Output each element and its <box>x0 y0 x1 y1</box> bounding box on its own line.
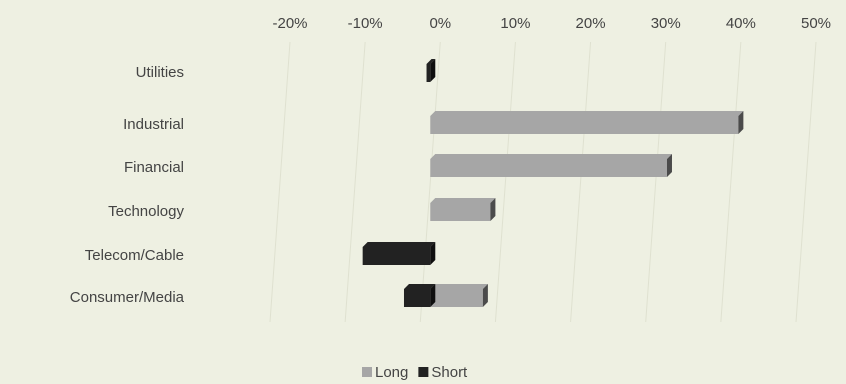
grid-line <box>645 41 667 323</box>
x-tick-label: 40% <box>726 15 756 32</box>
bar-face <box>430 59 436 82</box>
bar-face <box>430 203 491 221</box>
x-tick-label: 20% <box>576 15 606 32</box>
grid-line <box>419 41 441 323</box>
bar-face <box>430 159 667 177</box>
grid-line <box>795 41 817 323</box>
y-tick-label: Telecom/Cable <box>85 247 184 264</box>
bar-face <box>430 198 496 203</box>
bar-face <box>490 198 496 221</box>
bar-face <box>430 111 744 116</box>
x-tick-label: 50% <box>801 15 831 32</box>
bar-face <box>430 284 488 289</box>
bar <box>403 284 436 307</box>
bar-face <box>430 284 436 307</box>
bar-face <box>403 289 431 307</box>
x-tick-label: 30% <box>651 15 681 32</box>
grid-line <box>494 41 516 323</box>
y-tick-label: Financial <box>124 159 184 176</box>
legend-swatch <box>418 367 429 377</box>
x-tick-label: 0% <box>429 15 451 32</box>
grid-line <box>344 41 366 323</box>
bar-face <box>430 289 483 307</box>
bar <box>430 154 672 177</box>
bar-face <box>666 154 672 177</box>
y-tick-label: Technology <box>108 203 184 220</box>
bar-face <box>430 116 739 134</box>
y-tick-label: Utilities <box>136 64 184 81</box>
grid-line <box>720 41 742 323</box>
bar-face <box>426 59 436 64</box>
bar <box>362 242 436 265</box>
bar-face <box>738 111 744 134</box>
grid-line <box>570 41 592 323</box>
bar-face <box>482 284 488 307</box>
x-tick-label: -10% <box>348 15 383 32</box>
bar-face <box>430 154 672 159</box>
x-tick-label: 10% <box>500 15 530 32</box>
grid-line <box>269 41 291 323</box>
bar-face <box>362 242 436 247</box>
legend-label: Short <box>431 364 468 381</box>
bar <box>430 198 496 221</box>
bar-face <box>403 284 436 289</box>
y-tick-label: Consumer/Media <box>70 289 185 306</box>
x-tick-label: -20% <box>272 15 307 32</box>
bar <box>426 59 436 82</box>
bar-face <box>430 242 436 265</box>
bar <box>430 111 744 134</box>
legend-swatch <box>362 367 372 377</box>
y-tick-label: Industrial <box>123 116 184 133</box>
bar-face <box>362 247 431 265</box>
bar <box>430 284 488 307</box>
bar-face <box>426 64 431 82</box>
legend-label: Long <box>375 364 408 381</box>
